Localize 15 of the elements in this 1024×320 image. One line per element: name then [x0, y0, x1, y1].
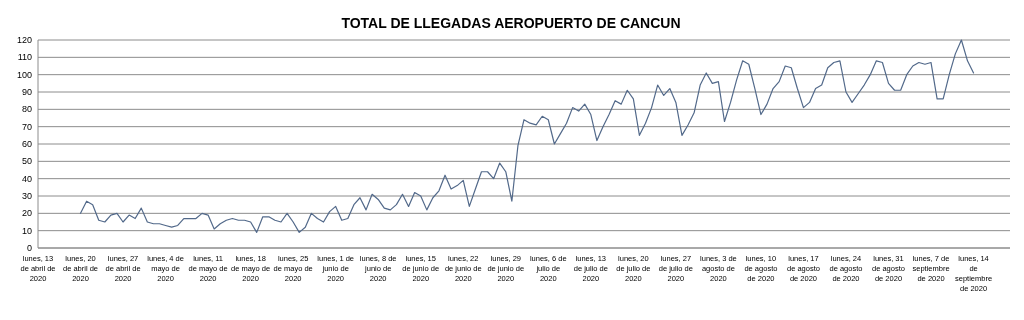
y-tick-label: 10 — [21, 225, 32, 236]
y-tick-label: 70 — [21, 121, 32, 132]
y-tick-label: 100 — [16, 69, 32, 80]
y-tick-label: 120 — [16, 35, 32, 46]
y-tick-label: 60 — [21, 139, 32, 150]
y-tick-label: 0 — [26, 243, 32, 254]
y-tick-label: 40 — [21, 173, 32, 184]
line-series — [79, 39, 975, 233]
y-tick-label: 80 — [21, 104, 32, 115]
y-tick-label: 20 — [21, 208, 32, 219]
y-tick-label: 110 — [17, 52, 32, 63]
chart-title: TOTAL DE LLEGADAS AEROPUERTO DE CANCUN — [341, 15, 681, 31]
y-tick-label: 50 — [21, 156, 32, 167]
y-tick-label: 30 — [21, 191, 32, 202]
y-tick-label: 90 — [21, 87, 32, 98]
